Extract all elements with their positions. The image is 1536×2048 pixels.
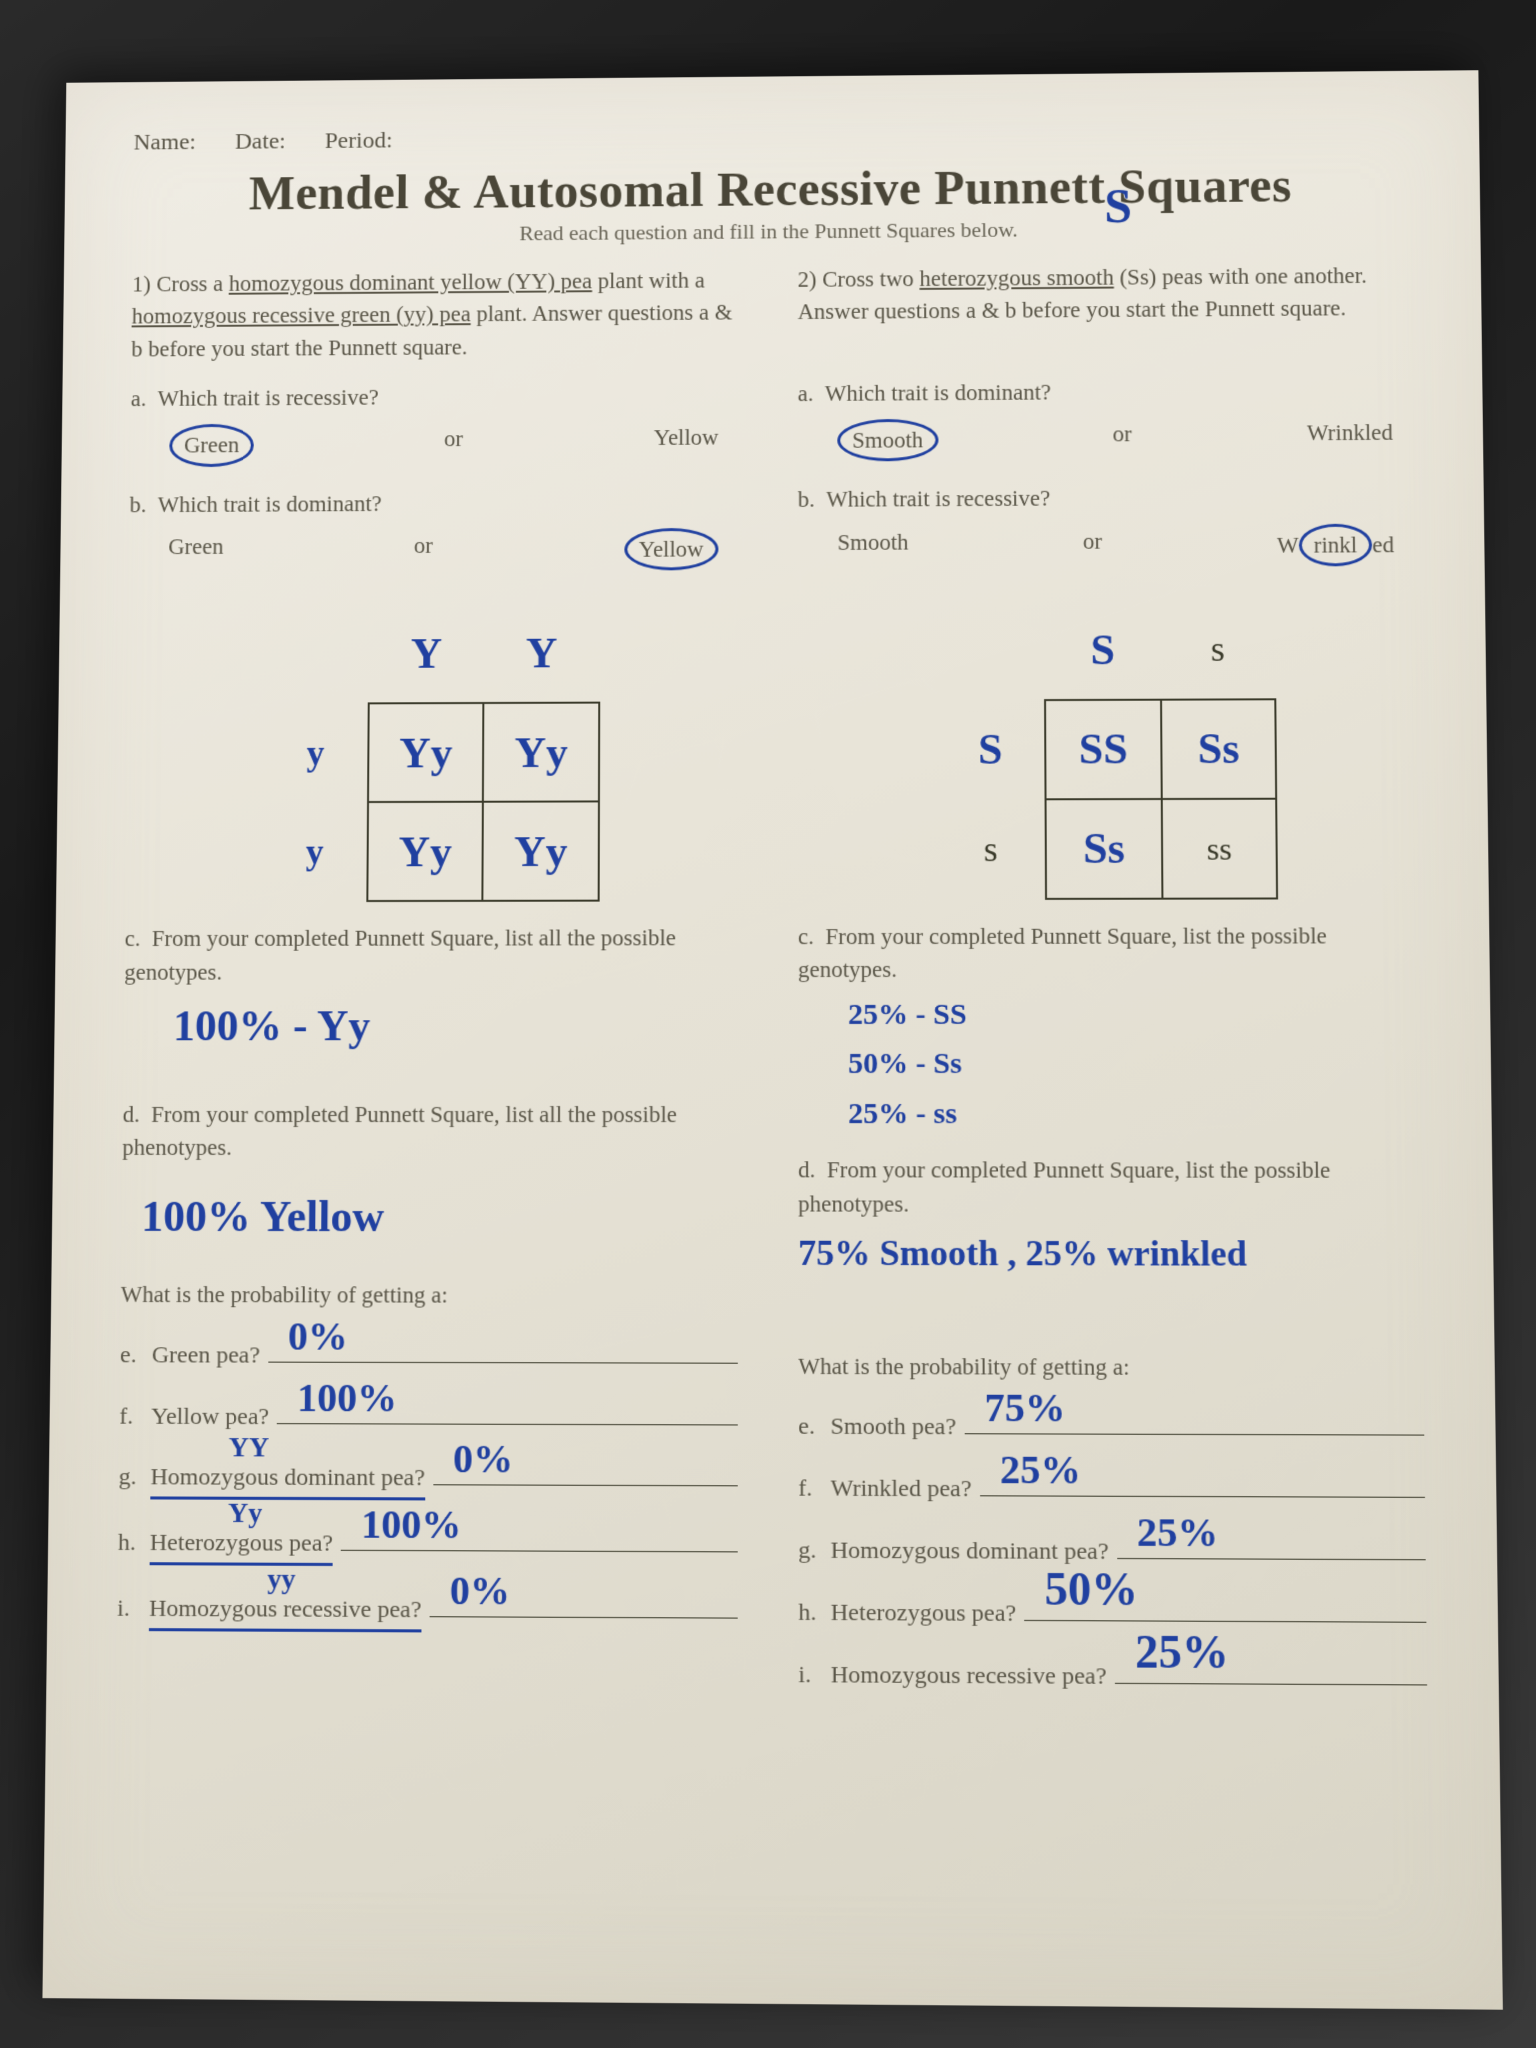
q1-probability-section: What is the probability of getting a: e.… bbox=[117, 1278, 738, 1633]
q2-cell-01: Ss bbox=[1161, 699, 1276, 799]
q2-c-answer-1: 25% - SS bbox=[848, 992, 1420, 1036]
q1-i-annot: yy bbox=[267, 1560, 295, 1601]
q2-cell-00: SS bbox=[1045, 700, 1162, 800]
q1-d: d. From your completed Punnett Square, l… bbox=[122, 1098, 738, 1165]
q2-cell-10: Ss bbox=[1046, 799, 1163, 899]
q2-h: h. Heterozygous pea? 50% bbox=[798, 1591, 1426, 1634]
worksheet-paper: Name: Date: Period: Mendel & Autosomal R… bbox=[42, 70, 1502, 2010]
q2-a: a. Which trait is dominant? bbox=[798, 373, 1413, 409]
q2-c-answer-3: 25% - ss bbox=[848, 1092, 1421, 1136]
q1-i: i. Homozygous recessive pea? yy 0% bbox=[117, 1587, 738, 1633]
question-2: 2) Cross two heterozygous smooth (Ss) pe… bbox=[798, 259, 1428, 1719]
header-row: Name: Date: Period: bbox=[134, 119, 1410, 156]
q2-b-wrinkled-circled: rinkl bbox=[1299, 523, 1373, 566]
page-title: Mendel & Autosomal Recessive Punnett Squ… bbox=[133, 156, 1411, 222]
q2-top-0: S bbox=[1045, 601, 1161, 700]
q2-b: b. Which trait is recessive? bbox=[798, 480, 1414, 516]
q1-top-0: Y bbox=[369, 605, 485, 704]
q1-g-answer: 0% bbox=[453, 1430, 513, 1489]
q2-d: d. From your completed Punnett Square, l… bbox=[798, 1153, 1422, 1221]
q1-prob-intro: What is the probability of getting a: bbox=[121, 1278, 738, 1313]
q1-d-answer: 100% Yellow bbox=[141, 1184, 738, 1249]
q1-c-answer: 100% - Yy bbox=[173, 994, 738, 1058]
q2-h-answer: 50% bbox=[1044, 1556, 1138, 1625]
q2-e-answer: 75% bbox=[984, 1379, 1065, 1438]
q1-b-yellow-circled: Yellow bbox=[624, 528, 719, 571]
q2-f-answer: 25% bbox=[1000, 1441, 1081, 1500]
q1-g-annot: YY bbox=[228, 1428, 269, 1469]
q1-a-green-circled: Green bbox=[169, 424, 254, 467]
q1-side-0: y bbox=[263, 704, 368, 803]
q2-c-answer-2: 50% - Ss bbox=[848, 1042, 1420, 1086]
q1-cell-01: Yy bbox=[483, 703, 599, 802]
q1-h-answer: 100% bbox=[361, 1495, 462, 1554]
q1-e: e. Green pea? 0% bbox=[120, 1334, 738, 1375]
q1-a-options: Green or Yellow bbox=[130, 417, 738, 471]
q2-i: i. Homozygous recessive pea? 25% bbox=[798, 1653, 1427, 1696]
q1-prompt: 1) Cross a homozygous dominant yellow (Y… bbox=[131, 264, 738, 365]
q2-prompt: 2) Cross two heterozygous smooth (Ss) pe… bbox=[798, 259, 1412, 328]
date-field: Date: bbox=[235, 129, 286, 155]
q2-g-answer: 25% bbox=[1137, 1503, 1219, 1563]
period-field: Period: bbox=[325, 128, 393, 155]
q1-top-1: Y bbox=[484, 604, 600, 703]
q1-h-annot: Yy bbox=[228, 1494, 263, 1535]
two-column-layout: 1) Cross a homozygous dominant yellow (Y… bbox=[116, 259, 1427, 1719]
q1-cell-00: Yy bbox=[368, 703, 484, 802]
q1-a: a. Which trait is recessive? bbox=[131, 379, 739, 415]
q2-probability-section: What is the probability of getting a: e.… bbox=[798, 1350, 1427, 1696]
q2-prob-intro: What is the probability of getting a: bbox=[798, 1350, 1424, 1385]
q2-a-options: Smooth or Wrinkled bbox=[798, 412, 1414, 466]
q2-cell-11: ss bbox=[1162, 799, 1277, 899]
q2-side-0: S bbox=[936, 700, 1045, 800]
q2-c: c. From your completed Punnett Square, l… bbox=[798, 919, 1419, 986]
q2-d-answer: 75% Smooth , 25% wrinkled bbox=[798, 1227, 1422, 1281]
q1-cell-10: Yy bbox=[367, 802, 483, 901]
q1-c: c. From your completed Punnett Square, l… bbox=[124, 922, 738, 989]
q1-f-answer: 100% bbox=[297, 1368, 397, 1427]
name-field: Name: bbox=[134, 130, 197, 157]
q1-b-options: Green or Yellow bbox=[129, 524, 739, 577]
q2-e: e. Smooth pea? 75% bbox=[798, 1406, 1424, 1447]
handwritten-s-annotation: S bbox=[1104, 177, 1132, 234]
q1-punnett-square: Y Y y Yy Yy y Yy Yy bbox=[262, 604, 600, 902]
q2-top-1: s bbox=[1160, 600, 1275, 699]
q2-f: f. Wrinkled pea? 25% bbox=[798, 1468, 1425, 1510]
q2-punnett-square: S s S SS Ss s Ss ss bbox=[936, 600, 1278, 900]
q2-a-smooth-circled: Smooth bbox=[837, 419, 938, 462]
q1-i-answer: 0% bbox=[450, 1561, 511, 1620]
q1-cell-11: Yy bbox=[483, 802, 599, 901]
q2-b-options: Smooth or Wrinkled bbox=[798, 519, 1415, 573]
q1-b: b. Which trait is dominant? bbox=[129, 485, 738, 521]
question-1: 1) Cross a homozygous dominant yellow (Y… bbox=[116, 264, 738, 1715]
q1-e-answer: 0% bbox=[288, 1307, 348, 1365]
q2-i-answer: 25% bbox=[1135, 1618, 1229, 1687]
q2-side-1: s bbox=[937, 799, 1046, 899]
q1-h: h. Heterozygous pea? Yy 100% bbox=[118, 1522, 738, 1568]
q1-f: f. Yellow pea? 100% bbox=[119, 1395, 738, 1436]
q1-side-1: y bbox=[262, 802, 368, 901]
